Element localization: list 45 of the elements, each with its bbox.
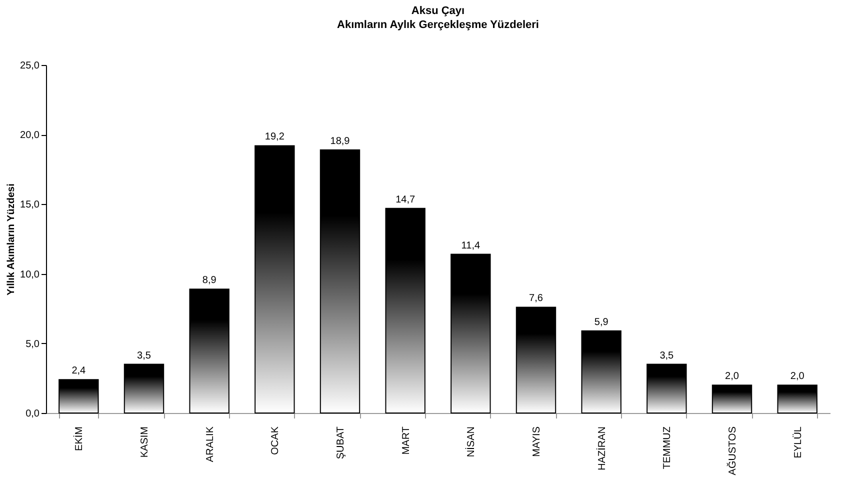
x-tick-label: EYLÜL (792, 426, 804, 458)
bar (581, 330, 622, 414)
bar (58, 379, 99, 414)
data-label: 2,4 (72, 366, 86, 377)
x-tick-label: MART (400, 426, 412, 455)
bar (385, 208, 426, 414)
data-label: 2,0 (725, 371, 740, 382)
x-tick-label: NİSAN (465, 426, 478, 458)
y-tick-label: 15,0 (20, 200, 40, 211)
bar (450, 254, 491, 414)
data-label: 5,9 (594, 316, 609, 328)
y-tick-label: 5,0 (26, 338, 40, 350)
y-tick-label: 20,0 (20, 130, 40, 142)
bar (320, 149, 360, 414)
y-tick-label: 25,0 (20, 60, 40, 72)
y-tick-label: 10,0 (20, 269, 40, 280)
y-axis-title: Yıllık Akımların Yüzdesi (6, 183, 18, 296)
data-label: 14,7 (396, 194, 416, 206)
data-label: 3,5 (660, 350, 674, 362)
chart-title: Aksu Çayı (411, 5, 465, 17)
x-tick-label: AĞUSTOS (726, 426, 738, 476)
data-label: 18,9 (330, 136, 350, 147)
x-tick-label: ARALIK (204, 426, 216, 462)
x-tick-label: ŞUBAT (336, 426, 346, 460)
x-tick-label: HAZİRAN (596, 426, 608, 470)
data-label: 8,9 (202, 275, 217, 286)
x-tick-label: TEMMUZ (662, 426, 674, 470)
data-label: 3,5 (137, 350, 152, 362)
bar (254, 145, 295, 414)
x-tick-label: MAYIS (532, 426, 542, 457)
y-tick-label: 0,0 (26, 408, 40, 420)
data-label: 2,0 (790, 371, 805, 382)
x-tick-label: OCAK (270, 426, 282, 455)
data-label: 19,2 (264, 132, 285, 143)
data-label: 7,6 (529, 293, 544, 304)
bar (189, 288, 230, 414)
x-tick-label: EKİM (73, 426, 86, 451)
bar (712, 384, 752, 414)
chart-subtitle: Akımların Aylık Gerçekleşme Yüzdeleri (337, 19, 539, 31)
bar (516, 306, 556, 414)
bar (646, 364, 687, 414)
bar (777, 384, 818, 414)
x-tick-label: KASIM (140, 426, 150, 458)
data-label: 11,4 (461, 240, 480, 252)
bar (124, 364, 164, 414)
